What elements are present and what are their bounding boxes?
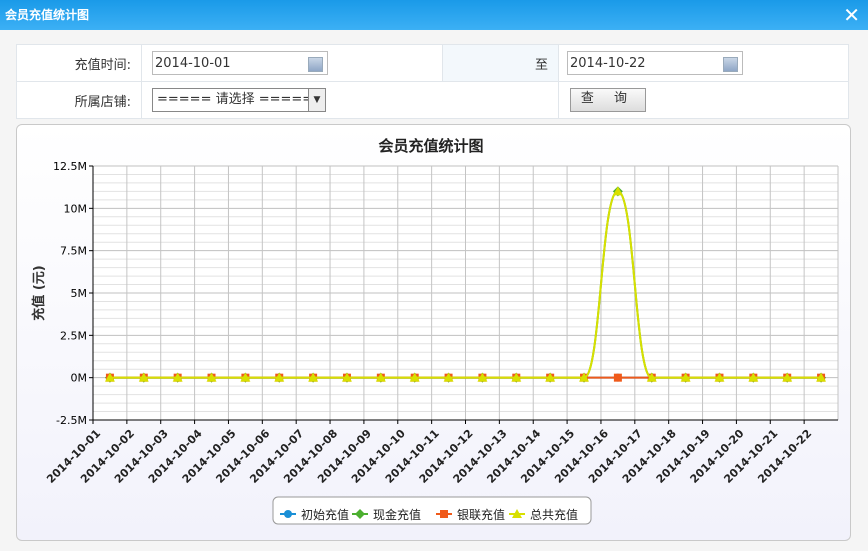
y-tick-label: 5M <box>71 287 88 300</box>
data-point <box>782 372 793 382</box>
data-point <box>284 510 292 518</box>
data-point <box>477 372 488 382</box>
data-point <box>680 372 691 382</box>
data-point <box>613 373 622 382</box>
data-point <box>240 372 251 382</box>
end-date-value: 2014-10-22 <box>570 56 646 71</box>
store-select[interactable]: ===== 请选择 ===== ▼ <box>152 88 326 112</box>
chart-title: 会员充值统计图 <box>378 137 483 155</box>
title-bar: 会员充值统计图 ✕ <box>0 0 868 30</box>
data-point <box>579 372 590 382</box>
data-point <box>816 372 827 382</box>
data-point <box>172 372 183 382</box>
series-line <box>109 190 822 379</box>
y-tick-label: 7.5M <box>60 245 87 258</box>
data-point <box>440 510 448 518</box>
data-point <box>545 372 556 382</box>
data-point <box>409 372 420 382</box>
legend-item: 银联充值 <box>457 507 505 522</box>
window-title: 会员充值统计图 <box>5 8 90 22</box>
data-point <box>355 509 365 519</box>
data-point <box>274 372 285 382</box>
data-point <box>511 372 522 382</box>
legend <box>272 496 592 525</box>
query-button[interactable]: 查 询 <box>570 88 646 112</box>
y-tick-label: 2.5M <box>60 329 87 342</box>
close-icon[interactable]: ✕ <box>843 3 860 27</box>
start-date-value: 2014-10-01 <box>155 56 231 71</box>
y-tick-label: -2.5M <box>56 414 87 427</box>
data-point <box>206 372 217 382</box>
data-point <box>612 186 623 196</box>
data-point <box>748 372 759 382</box>
calendar-icon[interactable] <box>723 57 738 72</box>
legend-item: 总共充值 <box>530 507 578 522</box>
y-tick-label: 10M <box>64 202 88 215</box>
data-point <box>104 372 115 382</box>
chevron-down-icon[interactable]: ▼ <box>308 89 325 111</box>
y-tick-label: 12.5M <box>53 160 87 173</box>
data-point <box>138 372 149 382</box>
data-point <box>512 509 522 518</box>
end-date-input[interactable]: 2014-10-22 <box>567 51 743 75</box>
data-point <box>443 372 454 382</box>
legend-item: 初始充值 <box>301 507 349 522</box>
data-point <box>341 372 352 382</box>
time-label: 充值时间: <box>16 44 142 82</box>
y-axis-label: 充值 (元) <box>31 265 47 320</box>
data-point <box>375 372 386 382</box>
data-point <box>714 372 725 382</box>
store-select-value: ===== 请选择 ===== <box>157 92 314 107</box>
legend-item: 现金充值 <box>373 507 421 522</box>
data-point <box>646 372 657 382</box>
to-label: 至 <box>442 44 559 82</box>
data-point <box>308 372 319 382</box>
y-tick-label: 0M <box>71 372 88 385</box>
store-label: 所属店铺: <box>16 81 142 119</box>
calendar-icon[interactable] <box>308 57 323 72</box>
search-form: 充值时间: 2014-10-01 至 2014-10-22 所属店铺: ====… <box>16 44 849 119</box>
start-date-input[interactable]: 2014-10-01 <box>152 51 328 75</box>
